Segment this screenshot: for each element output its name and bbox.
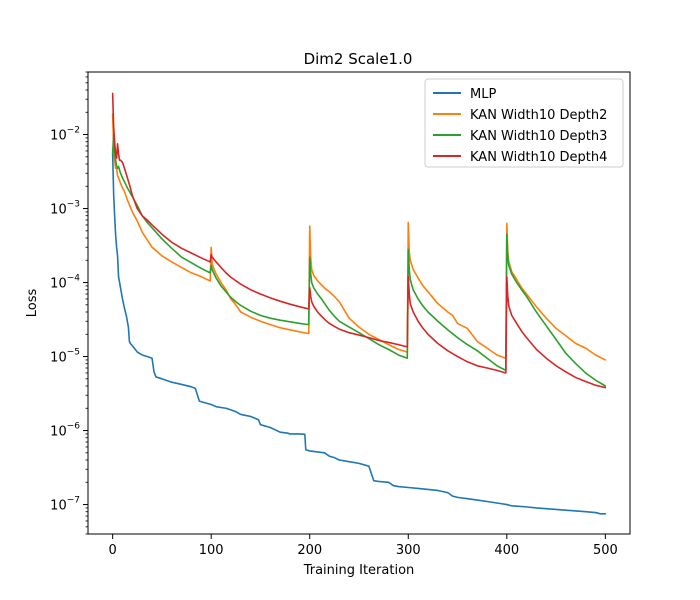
- series-line-0: [111, 152, 607, 515]
- x-axis-label: Training Iteration: [303, 563, 415, 578]
- x-tick-label: 500: [593, 543, 618, 558]
- y-axis-label: Loss: [25, 289, 40, 318]
- chart-title: Dim2 Scale1.0: [304, 50, 413, 68]
- series-line-2: [111, 133, 607, 387]
- x-tick-label: 100: [199, 543, 224, 558]
- legend-label-1: KAN Width10 Depth2: [470, 108, 607, 123]
- legend-box: [424, 78, 624, 168]
- series-line-3: [111, 92, 607, 389]
- x-tick-label: 300: [396, 543, 421, 558]
- x-tick-label: 400: [494, 543, 519, 558]
- legend-label-3: KAN Width10 Depth4: [470, 150, 607, 165]
- x-axis-ticks: 0 100 200 300 400 500: [108, 534, 618, 558]
- x-tick-label: 200: [297, 543, 322, 558]
- legend: MLP KAN Width10 Depth2 KAN Width10 Depth3 K…: [424, 78, 624, 168]
- plot-area-frame: [87, 71, 631, 535]
- x-tick-label: 0: [108, 543, 116, 558]
- legend-label-2: KAN Width10 Depth3: [470, 129, 607, 144]
- series-group: [111, 92, 607, 515]
- legend-label-0: MLP: [470, 87, 496, 102]
